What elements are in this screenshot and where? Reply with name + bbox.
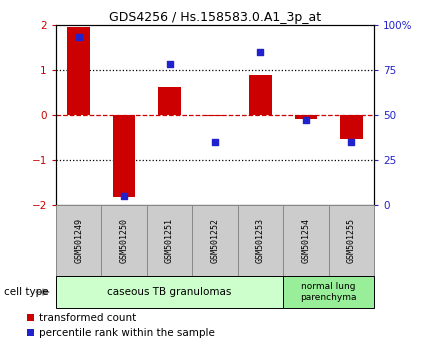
- Point: [348, 139, 355, 145]
- Text: GSM501249: GSM501249: [74, 218, 83, 263]
- Bar: [56, 276, 283, 308]
- Text: normal lung
parenchyma: normal lung parenchyma: [301, 282, 357, 302]
- Bar: [295, 115, 317, 119]
- Bar: [340, 115, 363, 138]
- Bar: [204, 115, 226, 116]
- Point: [257, 49, 264, 55]
- Text: caseous TB granulomas: caseous TB granulomas: [108, 287, 232, 297]
- Text: GSM501253: GSM501253: [256, 218, 265, 263]
- Point: [121, 193, 128, 199]
- Title: GDS4256 / Hs.158583.0.A1_3p_at: GDS4256 / Hs.158583.0.A1_3p_at: [109, 11, 321, 24]
- Bar: [283, 276, 374, 308]
- Text: cell type: cell type: [4, 287, 49, 297]
- Bar: [101, 205, 147, 276]
- Legend: transformed count, percentile rank within the sample: transformed count, percentile rank withi…: [27, 313, 215, 338]
- Point: [166, 62, 173, 67]
- Bar: [67, 27, 90, 115]
- Bar: [147, 205, 192, 276]
- Text: GSM501250: GSM501250: [120, 218, 129, 263]
- Text: GSM501252: GSM501252: [211, 218, 219, 263]
- Point: [302, 118, 309, 123]
- Bar: [192, 205, 238, 276]
- Bar: [283, 205, 329, 276]
- Bar: [113, 115, 135, 197]
- Point: [212, 139, 218, 145]
- Bar: [238, 205, 283, 276]
- Bar: [158, 87, 181, 115]
- Text: GSM501255: GSM501255: [347, 218, 356, 263]
- Text: GSM501251: GSM501251: [165, 218, 174, 263]
- Bar: [249, 75, 272, 115]
- Bar: [56, 205, 101, 276]
- Bar: [329, 205, 374, 276]
- Point: [75, 35, 82, 40]
- Text: GSM501254: GSM501254: [301, 218, 310, 263]
